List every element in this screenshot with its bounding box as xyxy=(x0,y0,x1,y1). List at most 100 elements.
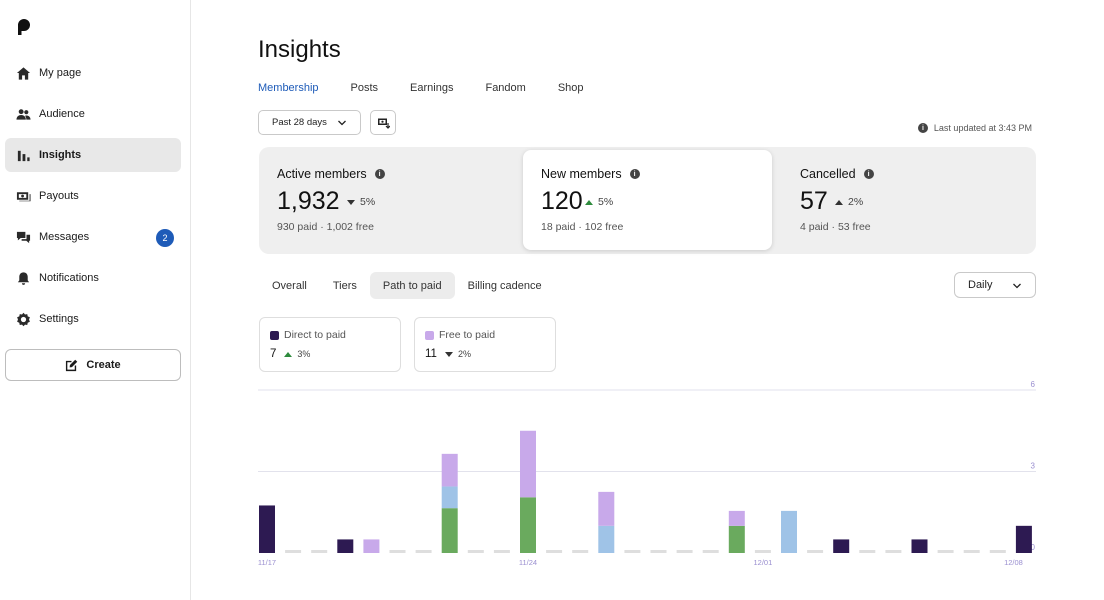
sidebar-item-label: Settings xyxy=(39,313,79,325)
tab-posts[interactable]: Posts xyxy=(350,82,379,94)
sidebar-item-insights[interactable]: Insights xyxy=(5,138,181,172)
date-range-select[interactable]: Past 28 days xyxy=(258,110,361,135)
sidebar-item-label: My page xyxy=(39,67,82,79)
legend-value: 7 xyxy=(270,348,277,360)
bar-segment xyxy=(598,491,615,526)
legend-swatch xyxy=(270,330,279,340)
bar-segment xyxy=(781,510,797,553)
sidebar: My page Audience Insights Payouts Messag xyxy=(0,0,191,600)
bar-segment xyxy=(728,525,745,553)
stat-card-active-members[interactable]: Active members i 1,932 5% 930 paid · 1,00… xyxy=(259,147,521,254)
empty-bar xyxy=(389,550,406,553)
trend-down-icon xyxy=(347,199,355,205)
info-icon: i xyxy=(917,123,928,133)
sidebar-item-notifications[interactable]: Notifications xyxy=(5,261,181,295)
tab-membership[interactable]: Membership xyxy=(258,82,319,94)
empty-bar xyxy=(937,550,954,553)
empty-bar xyxy=(572,550,589,553)
sidebar-item-payouts[interactable]: Payouts xyxy=(5,179,181,213)
insights-tabs: Membership Posts Earnings Fandom Shop xyxy=(258,82,616,94)
bar-segment xyxy=(441,486,458,509)
empty-bar xyxy=(311,550,328,553)
stat-delta: 5% xyxy=(347,196,375,208)
legend-value: 11 xyxy=(425,348,437,360)
empty-bar xyxy=(859,550,876,553)
sidebar-item-my-page[interactable]: My page xyxy=(5,56,181,90)
interval-select[interactable]: Daily xyxy=(954,272,1036,298)
empty-bar xyxy=(754,550,771,553)
sidebar-item-label: Messages xyxy=(39,231,90,243)
x-tick-label: 11/17 xyxy=(258,558,276,567)
stat-title: Active members xyxy=(277,167,367,181)
edit-icon xyxy=(66,359,78,371)
patreon-logo[interactable] xyxy=(16,18,32,36)
stacked-bar-chart: 0 3 6 11/17 11/24 12/01 12/08 xyxy=(258,380,1058,567)
last-updated-text: Last updated at 3:43 PM xyxy=(933,123,1032,133)
legend-card-free-to-paid[interactable]: Free to paid 11 2% xyxy=(414,317,556,372)
stat-breakdown: 4 paid · 53 free xyxy=(800,221,871,233)
bar-segment xyxy=(441,508,458,553)
tab-overall[interactable]: Overall xyxy=(272,279,307,292)
path-to-paid-chart: 0 3 6 11/17 11/24 12/01 12/08 xyxy=(258,378,1058,573)
trend-down-icon xyxy=(444,351,453,357)
bar-segment xyxy=(728,510,745,526)
sidebar-item-settings[interactable]: Settings xyxy=(5,302,181,336)
empty-bar xyxy=(807,550,824,553)
tab-billing-cadence[interactable]: Billing cadence xyxy=(467,279,542,292)
stat-value: 120 xyxy=(541,187,583,215)
sidebar-item-audience[interactable]: Audience xyxy=(5,97,181,131)
y-tick-label: 0 xyxy=(1031,543,1036,552)
bar-segment xyxy=(598,525,615,553)
trend-up-icon xyxy=(284,351,293,357)
legend-card-direct-to-paid[interactable]: Direct to paid 7 3% xyxy=(259,317,401,372)
empty-bar xyxy=(285,550,302,553)
stat-title: New members xyxy=(541,167,622,181)
stat-title: Cancelled xyxy=(800,167,856,181)
bell-icon xyxy=(15,270,31,286)
export-button[interactable] xyxy=(370,110,396,135)
create-button[interactable]: Create xyxy=(5,349,181,381)
info-icon[interactable]: i xyxy=(374,169,385,179)
bar-chart-icon xyxy=(15,147,31,163)
home-icon xyxy=(15,65,31,81)
people-icon xyxy=(15,106,31,122)
tab-earnings[interactable]: Earnings xyxy=(410,82,454,94)
tab-fandom[interactable]: Fandom xyxy=(485,82,526,94)
stat-card-new-members[interactable]: New members i 120 5% 18 paid · 102 free xyxy=(523,150,772,250)
money-icon xyxy=(15,188,31,204)
legend-name: Free to paid xyxy=(439,329,496,341)
stat-card-cancelled[interactable]: Cancelled i 57 2% 4 paid · 53 free xyxy=(782,147,1036,254)
segment-tabs: Overall Tiers Path to paid Billing caden… xyxy=(259,272,555,299)
tab-tiers[interactable]: Tiers xyxy=(332,279,357,292)
gear-icon xyxy=(15,311,31,327)
interval-value: Daily xyxy=(968,279,993,291)
bar-segment xyxy=(520,430,536,498)
sidebar-item-label: Payouts xyxy=(39,190,79,202)
empty-bar xyxy=(415,550,432,553)
tab-shop[interactable]: Shop xyxy=(557,82,584,94)
bar-segment xyxy=(520,497,536,553)
empty-bar xyxy=(989,550,1006,553)
empty-bar xyxy=(676,550,693,553)
stat-value: 57 xyxy=(800,187,828,215)
x-tick-label: 12/01 xyxy=(754,558,773,567)
page-title: Insights xyxy=(258,36,341,63)
chevron-down-icon xyxy=(1013,283,1021,289)
info-icon[interactable]: i xyxy=(863,169,874,179)
empty-bar xyxy=(624,550,641,553)
messages-count-badge: 2 xyxy=(156,229,174,247)
tab-path-to-paid[interactable]: Path to paid xyxy=(369,272,455,299)
info-icon[interactable]: i xyxy=(629,169,640,179)
bar-segment xyxy=(833,539,850,553)
stat-delta-value: 2% xyxy=(848,196,864,208)
legend-delta: 2% xyxy=(457,349,471,359)
create-label: Create xyxy=(86,359,121,371)
chat-icon xyxy=(15,229,31,245)
bar-segment xyxy=(911,539,928,553)
stat-breakdown: 18 paid · 102 free xyxy=(541,221,624,233)
empty-bar xyxy=(467,550,484,553)
sidebar-item-messages[interactable]: Messages 2 xyxy=(5,220,181,254)
legend-swatch xyxy=(425,330,434,340)
stat-delta: 5% xyxy=(585,196,613,208)
